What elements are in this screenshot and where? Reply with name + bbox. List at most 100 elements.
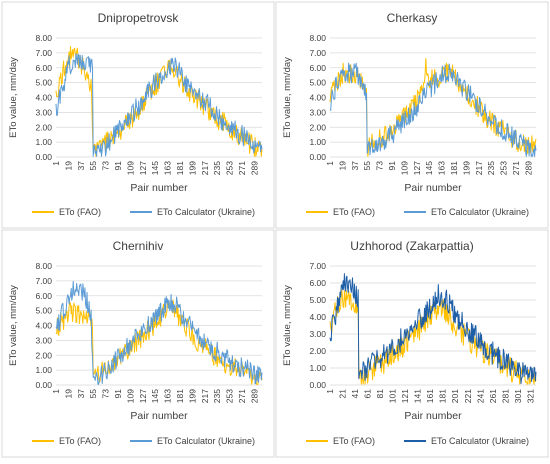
- x-tick-label: 281: [500, 389, 510, 403]
- y-tick-label: 5.00: [35, 78, 52, 88]
- x-tick-label: 289: [523, 161, 533, 175]
- x-tick-label: 181: [175, 389, 185, 403]
- x-tick-label: 161: [425, 389, 435, 403]
- x-tick-label: 253: [499, 161, 509, 175]
- x-tick-label: 21: [338, 389, 348, 399]
- x-tick-label: 109: [125, 389, 135, 403]
- y-tick-label: 0.00: [309, 380, 326, 390]
- x-tick-label: 301: [513, 389, 523, 403]
- y-tick-label: 6.00: [35, 63, 52, 73]
- x-tick-label: 19: [337, 161, 347, 171]
- x-tick-label: 271: [237, 161, 247, 175]
- y-tick-label: 1.00: [309, 363, 326, 373]
- series-line: [55, 53, 263, 157]
- x-tick-label: 55: [88, 161, 98, 171]
- x-tick-label: 55: [88, 389, 98, 399]
- y-tick-label: 0.00: [35, 380, 52, 390]
- y-axis-label: ETo value, mm/day: [8, 285, 19, 366]
- y-tick-label: 4.00: [309, 93, 326, 103]
- x-tick-label: 37: [76, 389, 86, 399]
- x-tick-label: 91: [113, 161, 123, 171]
- x-tick-label: 73: [101, 161, 111, 171]
- x-tick-label: 199: [187, 161, 197, 175]
- x-tick-label: 1: [51, 389, 61, 394]
- chart-frame: [1, 229, 275, 458]
- x-tick-label: 217: [474, 161, 484, 175]
- x-tick-label: 19: [63, 389, 73, 399]
- x-axis-label: Pair number: [404, 410, 462, 422]
- x-tick-label: 127: [138, 161, 148, 175]
- y-tick-label: 8.00: [35, 261, 52, 271]
- y-tick-label: 7.00: [35, 48, 52, 58]
- y-tick-label: 6.00: [309, 63, 326, 73]
- y-tick-label: 2.00: [309, 122, 326, 132]
- x-tick-label: 1: [325, 161, 335, 166]
- x-tick-label: 121: [400, 389, 410, 403]
- x-axis-label: Pair number: [130, 182, 188, 194]
- legend-label: ETo Calculator (Ukraine): [431, 436, 529, 446]
- x-tick-label: 199: [187, 389, 197, 403]
- series-line: [55, 281, 263, 385]
- y-tick-label: 2.00: [309, 346, 326, 356]
- y-tick-label: 6.00: [309, 278, 326, 288]
- y-tick-label: 4.00: [35, 93, 52, 103]
- x-tick-label: 73: [375, 161, 385, 171]
- y-tick-label: 6.00: [35, 291, 52, 301]
- x-tick-label: 81: [375, 389, 385, 399]
- x-tick-label: 181: [438, 389, 448, 403]
- x-tick-label: 235: [486, 161, 496, 175]
- chart-panel: Dnipropetrovsk 0.00 1.00 2.00 3.00 4.00 5.00 6.…: [1, 1, 275, 229]
- y-axis-label: ETo value, mm/day: [282, 57, 293, 138]
- y-tick-label: 7.00: [309, 48, 326, 58]
- x-tick-label: 163: [163, 389, 173, 403]
- x-tick-label: 37: [76, 161, 86, 171]
- y-tick-label: 1.00: [35, 365, 52, 375]
- x-tick-label: 289: [249, 161, 259, 175]
- y-tick-label: 1.00: [309, 137, 326, 147]
- x-tick-label: 127: [138, 389, 148, 403]
- y-tick-label: 3.00: [35, 335, 52, 345]
- legend-label: ETo (FAO): [59, 207, 101, 217]
- x-tick-label: 41: [350, 389, 360, 399]
- x-tick-label: 61: [363, 389, 373, 399]
- y-axis-label: ETo value, mm/day: [282, 285, 293, 366]
- chart-frame: [275, 229, 549, 458]
- x-tick-label: 145: [424, 161, 434, 175]
- y-tick-label: 5.00: [35, 306, 52, 316]
- x-tick-label: 201: [450, 389, 460, 403]
- x-tick-label: 101: [388, 389, 398, 403]
- x-tick-label: 109: [399, 161, 409, 175]
- chart-title: Uzhhorod (Zakarpattia): [350, 239, 473, 253]
- x-tick-label: 91: [113, 389, 123, 399]
- x-tick-label: 181: [175, 161, 185, 175]
- x-tick-label: 181: [449, 161, 459, 175]
- x-tick-label: 253: [225, 161, 235, 175]
- x-tick-label: 163: [163, 161, 173, 175]
- x-tick-label: 217: [200, 161, 210, 175]
- chart-title: Chernihiv: [113, 239, 164, 253]
- legend-label: ETo Calculator (Ukraine): [431, 207, 529, 217]
- x-tick-label: 73: [101, 389, 111, 399]
- chart-panel: Uzhhorod (Zakarpattia) 0.00 1.00 2.00 3.00 4.…: [275, 229, 549, 458]
- x-tick-label: 235: [212, 389, 222, 403]
- x-tick-label: 199: [461, 161, 471, 175]
- x-tick-label: 145: [150, 161, 160, 175]
- y-axis-label: ETo value, mm/day: [8, 57, 19, 138]
- x-tick-label: 127: [412, 161, 422, 175]
- x-tick-label: 145: [150, 389, 160, 403]
- legend-label: ETo Calculator (Ukraine): [157, 436, 255, 446]
- chart-panel: Chernihiv 0.00 1.00 2.00 3.00 4.00 5.00 6.00 7.0…: [1, 229, 275, 458]
- y-tick-label: 3.00: [35, 107, 52, 117]
- y-tick-label: 7.00: [309, 261, 326, 271]
- x-tick-label: 37: [350, 161, 360, 171]
- x-tick-label: 55: [362, 161, 372, 171]
- legend-label: ETo Calculator (Ukraine): [157, 207, 255, 217]
- chart-title: Cherkasy: [387, 11, 438, 25]
- y-tick-label: 5.00: [309, 78, 326, 88]
- y-tick-label: 8.00: [35, 33, 52, 43]
- y-tick-label: 3.00: [309, 329, 326, 339]
- x-tick-label: 271: [511, 161, 521, 175]
- x-tick-label: 91: [387, 161, 397, 171]
- x-tick-label: 141: [413, 389, 423, 403]
